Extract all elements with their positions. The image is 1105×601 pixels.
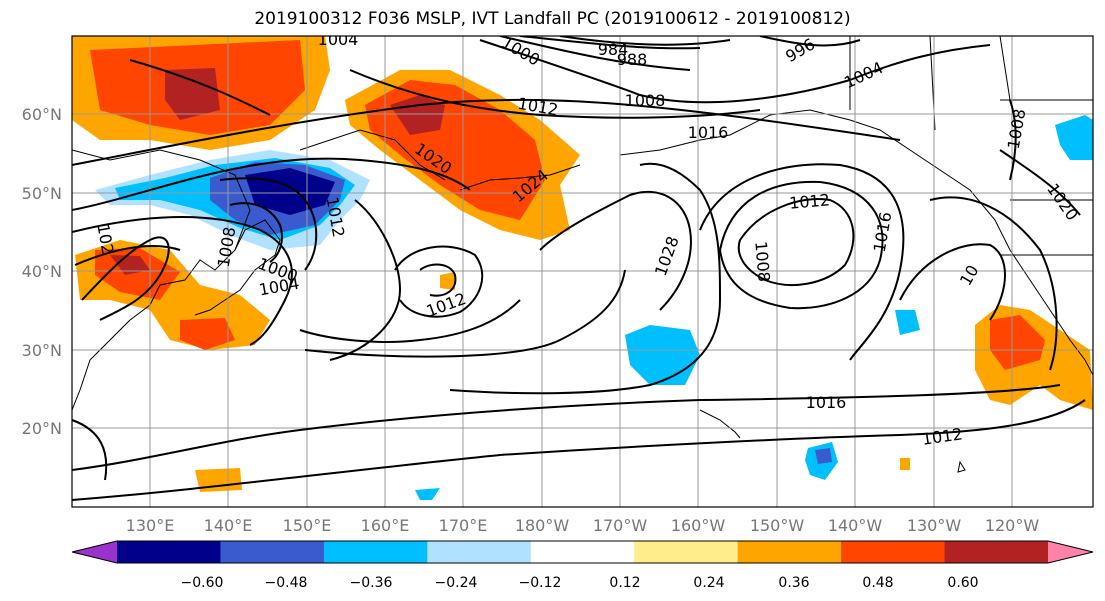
lon-label: 160°W xyxy=(671,516,726,535)
lon-label: 170°E xyxy=(439,516,488,535)
colorbar-tick: 0.48 xyxy=(862,575,893,591)
longitude-labels: 130°E 140°E 150°E 160°E 170°E 180°W 170°… xyxy=(126,516,1040,535)
map-plot-area: 1004 1000 984 988 996 1004 1012 1008 101… xyxy=(72,30,1093,507)
lon-label: 130°E xyxy=(126,516,175,535)
isobar-label: 988 xyxy=(617,50,648,69)
colorbar-ticks: −0.60 −0.48 −0.36 −0.24 −0.12 0.12 0.24 … xyxy=(181,575,979,591)
colorbar: −0.60 −0.48 −0.36 −0.24 −0.12 0.12 0.24 … xyxy=(71,540,1094,591)
ivt-negative-shading xyxy=(95,115,1093,500)
lon-label: 160°E xyxy=(361,516,410,535)
colorbar-bin xyxy=(427,541,532,563)
colorbar-tick: −0.60 xyxy=(181,575,224,591)
lon-label: 130°W xyxy=(907,516,962,535)
lon-label: 120°W xyxy=(985,516,1040,535)
map-title: 2019100312 F036 MSLP, IVT Landfall PC (2… xyxy=(254,9,851,29)
map-frame xyxy=(71,35,1094,508)
lon-label: 140°W xyxy=(828,516,883,535)
isobar-label: 1008 xyxy=(625,91,666,110)
lon-label: 150°E xyxy=(283,516,332,535)
colorbar-bin xyxy=(841,541,946,563)
isobar-label: 1016 xyxy=(688,123,729,142)
colorbar-tick: −0.36 xyxy=(350,575,393,591)
isobar-label: 1012 xyxy=(788,190,830,212)
colorbar-bin xyxy=(634,541,739,563)
lat-label: 50°N xyxy=(22,184,62,203)
colorbar-tick: −0.48 xyxy=(265,575,308,591)
colorbar-bins xyxy=(72,541,1093,563)
lon-label: 150°W xyxy=(750,516,805,535)
lat-label: 30°N xyxy=(22,341,62,360)
lat-label: 20°N xyxy=(22,419,62,438)
colorbar-bin xyxy=(737,541,842,563)
lat-label: 40°N xyxy=(22,262,62,281)
isobar-label: 1016 xyxy=(806,393,847,412)
colorbar-tick: 0.24 xyxy=(693,575,724,591)
lon-label: 140°E xyxy=(204,516,253,535)
colorbar-bin xyxy=(530,541,635,563)
colorbar-bin xyxy=(323,541,428,563)
lat-label: 60°N xyxy=(22,105,62,124)
colorbar-tick: 0.36 xyxy=(778,575,809,591)
lon-label: 180°W xyxy=(515,516,570,535)
colorbar-bin xyxy=(220,541,325,563)
mslp-isobars xyxy=(72,36,1086,501)
colorbar-tick: −0.24 xyxy=(435,575,478,591)
isobar-label: 984 xyxy=(598,40,629,59)
colorbar-extend-high xyxy=(1048,541,1093,563)
colorbar-extend-low xyxy=(72,541,117,563)
graticule xyxy=(72,36,1093,507)
isobar-label: 1008 xyxy=(751,240,773,282)
latitude-labels: 60°N 50°N 40°N 30°N 20°N xyxy=(22,105,62,438)
colorbar-tick: −0.12 xyxy=(519,575,562,591)
colorbar-bin xyxy=(944,541,1049,563)
lon-label: 170°W xyxy=(593,516,648,535)
colorbar-bin xyxy=(117,541,221,563)
isobar-label: 1004 xyxy=(318,30,359,49)
colorbar-tick: 0.60 xyxy=(947,575,978,591)
colorbar-tick: 0.12 xyxy=(609,575,640,591)
